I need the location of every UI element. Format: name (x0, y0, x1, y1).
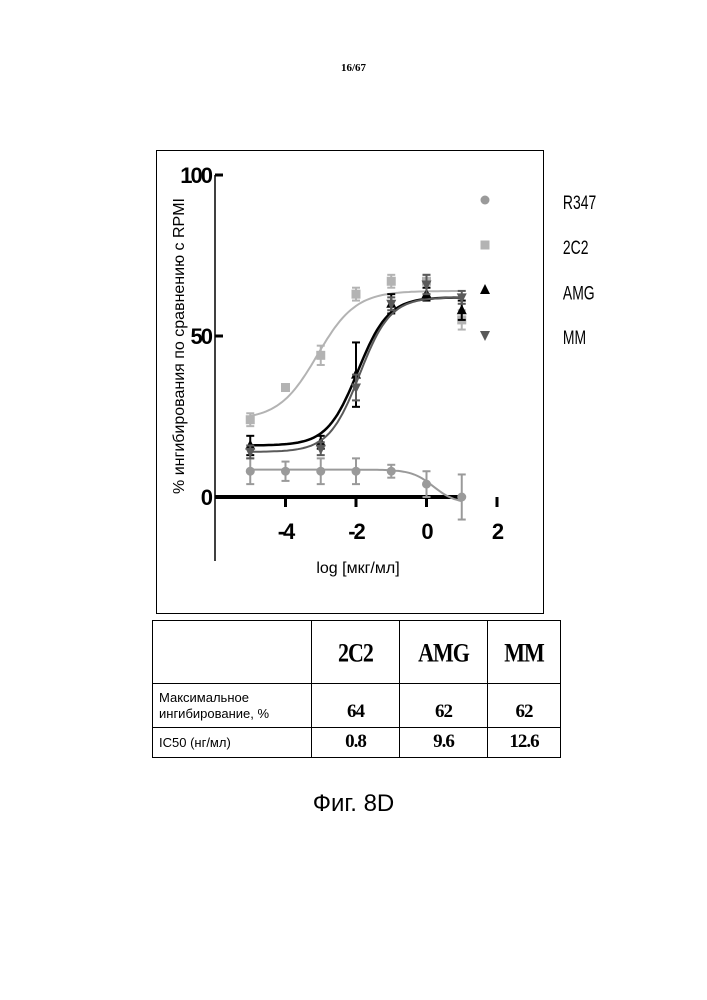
table-cell: 12.6 (488, 728, 561, 758)
y-tick-label: 50 (191, 324, 213, 349)
data-point-r347 (387, 467, 396, 476)
legend-marker-mm (480, 331, 490, 341)
x-tick-label: -4 (278, 519, 296, 544)
legend-label-2c2: 2C2 (563, 237, 589, 259)
row-label-line: ингибирование, % (159, 706, 269, 721)
y-tick-label: 100 (180, 163, 212, 188)
x-tick-label: 0 (421, 519, 433, 544)
x-tick-label: -2 (348, 519, 365, 544)
data-point-2c2 (316, 351, 325, 360)
data-point-amg (457, 304, 467, 314)
data-point-2c2 (387, 277, 396, 286)
table-header-2c2: 2C2 (312, 614, 400, 690)
chart-frame: 0 50 100 -4 -2 0 2 log [мкг/мл] % ингибирования … (156, 150, 544, 614)
legend-marker-amg (480, 284, 490, 294)
data-point-mm (245, 448, 255, 458)
data-point-2c2 (281, 383, 290, 392)
data-point-r347 (281, 467, 290, 476)
table-header-row: 2C2 AMG MM (153, 621, 561, 684)
legend-marker-r347 (481, 196, 490, 205)
dose-response-chart: 0 50 100 -4 -2 0 2 log [мкг/мл] % ингибирования … (157, 151, 545, 615)
x-tick-label: 2 (492, 519, 504, 544)
legend-label-r347: R347 (563, 192, 596, 214)
table-cell: 0.8 (312, 728, 400, 758)
data-point-2c2 (352, 290, 361, 299)
data-point-r347 (316, 467, 325, 476)
row-label-line: Максимальное (159, 690, 249, 705)
data-point-r347 (422, 480, 431, 489)
data-point-2c2 (246, 415, 255, 424)
page-number: 16/67 (0, 62, 707, 74)
y-tick-label: 0 (201, 485, 213, 510)
legend-label-mm: MM (563, 327, 586, 349)
legend-marker-2c2 (481, 241, 490, 250)
table-cell: 9.6 (400, 728, 488, 758)
row-label-ic50: IC50 (нг/мл) (153, 728, 312, 758)
y-axis-label: % ингибирования по сравнению с RPMI (171, 198, 188, 494)
legend-label-amg: AMG (563, 282, 595, 304)
figure-caption: Фиг. 8D (0, 790, 707, 818)
table-row: IC50 (нг/мл) 0.8 9.6 12.6 (153, 728, 561, 758)
data-point-r347 (246, 467, 255, 476)
table-header-empty (153, 621, 312, 684)
x-axis-label: log [мкг/мл] (316, 560, 399, 577)
data-point-r347 (352, 467, 361, 476)
data-point-r347 (457, 493, 466, 502)
row-label-max-inhibition: Максимальное ингибирование, % (153, 684, 312, 728)
table-header-mm: MM (488, 614, 561, 690)
results-table: 2C2 AMG MM Максимальное ингибирование, %… (152, 620, 561, 758)
table-header-amg: AMG (400, 614, 488, 690)
